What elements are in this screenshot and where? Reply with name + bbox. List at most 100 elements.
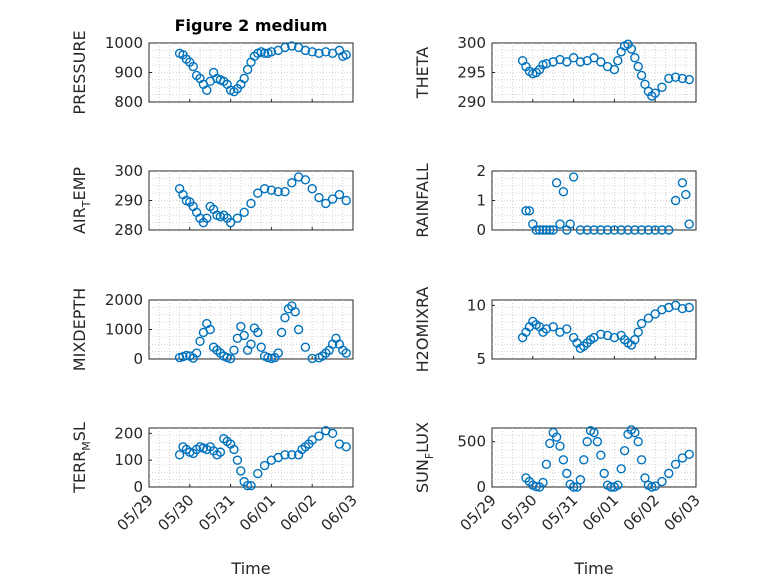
data-point bbox=[551, 178, 562, 188]
data-point bbox=[236, 466, 246, 476]
data-point bbox=[633, 436, 643, 447]
data-point bbox=[558, 455, 569, 465]
x-tick-label: 05/30 bbox=[154, 491, 197, 534]
data-point bbox=[657, 225, 667, 235]
y-tick-label: 10 bbox=[467, 296, 486, 314]
data-point bbox=[174, 450, 185, 460]
data-point bbox=[280, 42, 290, 53]
data-point bbox=[225, 217, 236, 228]
figure-title: Figure 2 medium bbox=[175, 16, 328, 35]
data-point bbox=[568, 172, 579, 182]
data-point bbox=[619, 445, 630, 456]
data-point bbox=[565, 219, 575, 229]
y-tick-label: 500 bbox=[457, 433, 486, 451]
data-point bbox=[202, 213, 212, 223]
data-point bbox=[259, 183, 270, 194]
y-axis-label: TERRMSL bbox=[70, 422, 93, 494]
data-point bbox=[596, 450, 606, 460]
y-tick-label: 0 bbox=[133, 478, 143, 496]
data-point bbox=[670, 459, 681, 470]
data-point bbox=[602, 225, 613, 235]
data-point bbox=[242, 64, 253, 75]
data-point bbox=[636, 225, 647, 235]
data-point bbox=[684, 74, 694, 85]
y-tick-label: 5 bbox=[476, 350, 486, 368]
data-point bbox=[613, 480, 623, 490]
data-point bbox=[630, 427, 640, 438]
data-point bbox=[239, 207, 249, 218]
data-point bbox=[287, 41, 297, 51]
data-point bbox=[307, 183, 317, 194]
data-point bbox=[246, 480, 256, 491]
y-axis-label: SUNFLUX bbox=[413, 422, 436, 493]
x-axis-label-left: Time bbox=[230, 559, 270, 578]
y-tick-label: 295 bbox=[457, 64, 486, 82]
y-axis-label: MIXDEPTH bbox=[70, 288, 89, 371]
y-axis-label: AIRTEMP bbox=[70, 167, 93, 234]
data-point bbox=[259, 48, 270, 59]
data-point bbox=[568, 53, 579, 63]
subplot-theta: 290 295 300 THETA bbox=[413, 34, 697, 111]
data-point bbox=[596, 57, 606, 67]
y-tick-label: 300 bbox=[457, 34, 486, 52]
data-point bbox=[341, 50, 351, 60]
data-point bbox=[575, 57, 586, 67]
data-point bbox=[548, 322, 558, 332]
data-point bbox=[273, 186, 283, 197]
data-point bbox=[195, 336, 205, 346]
y-tick-label: 290 bbox=[114, 192, 143, 210]
x-axis-label-right: Time bbox=[573, 559, 613, 578]
data-point bbox=[650, 88, 660, 98]
data-point bbox=[589, 427, 599, 438]
data-point bbox=[636, 455, 647, 465]
data-point bbox=[314, 48, 324, 59]
data-point bbox=[589, 225, 599, 235]
y-tick-label: 2000 bbox=[105, 291, 143, 309]
x-tick-label: 05/31 bbox=[195, 491, 238, 534]
data-point bbox=[521, 206, 531, 216]
subplot-pressure: 800 900 1000 PRESSURE bbox=[70, 30, 354, 115]
data-point bbox=[225, 354, 236, 364]
data-point bbox=[188, 61, 198, 72]
subplot-rainfall: 0 1 2 RAINFALL bbox=[413, 162, 697, 239]
y-tick-label: 290 bbox=[457, 93, 486, 111]
data-point bbox=[191, 348, 202, 358]
data-point bbox=[287, 450, 297, 460]
data-point bbox=[314, 431, 324, 441]
data-point bbox=[273, 348, 283, 358]
data-point bbox=[636, 70, 647, 81]
subplot-mixdepth: 0 1000 2000 MIXDEPTH bbox=[70, 288, 354, 371]
data-point bbox=[613, 56, 623, 66]
data-point bbox=[545, 225, 555, 235]
data-point bbox=[534, 225, 545, 235]
data-point bbox=[630, 53, 640, 63]
data-point bbox=[232, 455, 243, 465]
data-point bbox=[650, 225, 660, 235]
data-point bbox=[579, 455, 589, 465]
data-point bbox=[582, 436, 592, 447]
y-tick-label: 1 bbox=[476, 192, 486, 210]
data-point bbox=[205, 324, 215, 335]
data-point bbox=[545, 438, 555, 449]
x-tick-label: 05/29 bbox=[457, 491, 500, 534]
y-tick-label: 1000 bbox=[105, 321, 143, 339]
data-point bbox=[341, 442, 351, 452]
data-point bbox=[616, 225, 626, 235]
data-point bbox=[592, 436, 603, 447]
data-point bbox=[300, 342, 311, 352]
data-point bbox=[657, 82, 667, 92]
y-tick-label: 2 bbox=[476, 162, 486, 180]
data-point bbox=[633, 327, 643, 337]
data-point bbox=[555, 441, 565, 451]
y-tick-label: 100 bbox=[114, 451, 143, 469]
data-point bbox=[596, 225, 606, 235]
x-tick-label: 05/31 bbox=[538, 491, 581, 534]
data-point bbox=[215, 447, 226, 457]
data-point bbox=[531, 481, 541, 492]
y-axis-label: PRESSURE bbox=[70, 30, 89, 114]
data-point bbox=[558, 186, 569, 197]
data-point bbox=[321, 198, 331, 209]
data-point bbox=[287, 178, 297, 188]
data-point bbox=[684, 449, 694, 460]
